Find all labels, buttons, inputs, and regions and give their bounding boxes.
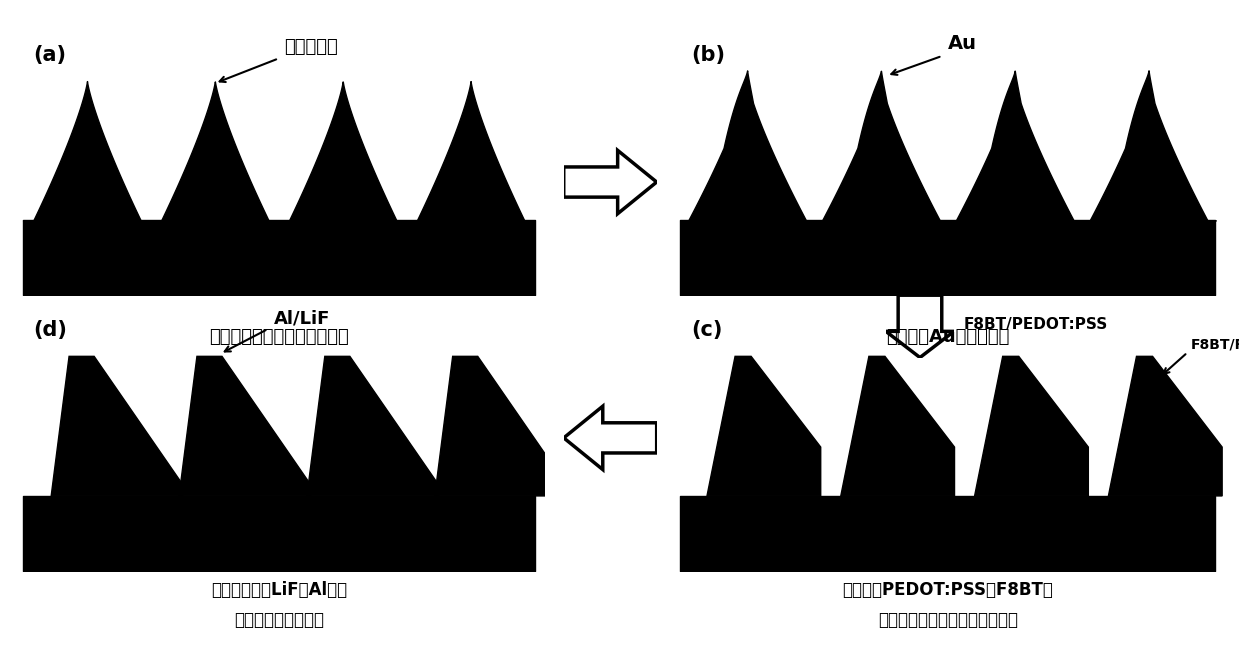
- Polygon shape: [564, 406, 657, 470]
- Polygon shape: [564, 150, 657, 214]
- Polygon shape: [886, 295, 954, 358]
- Text: (a): (a): [33, 45, 67, 65]
- Polygon shape: [435, 356, 566, 496]
- Polygon shape: [707, 356, 820, 496]
- Text: Al/LiF: Al/LiF: [274, 310, 330, 328]
- Polygon shape: [841, 356, 954, 496]
- Polygon shape: [307, 356, 439, 496]
- Text: (b): (b): [691, 45, 725, 65]
- Text: (d): (d): [33, 320, 68, 340]
- Text: 为电子传输层和阴极: 为电子传输层和阴极: [234, 611, 323, 629]
- Text: 激光干涉光刻制备光刻胶光栅: 激光干涉光刻制备光刻胶光栅: [209, 328, 348, 346]
- Text: 液作为空穴传输层和有机发光层: 液作为空穴传输层和有机发光层: [878, 611, 1017, 629]
- Text: 光刻胶光栅: 光刻胶光栅: [284, 38, 338, 56]
- Polygon shape: [180, 356, 311, 496]
- Polygon shape: [51, 356, 183, 496]
- Text: 倾斜蕲镀Au层作为阳极: 倾斜蕲镀Au层作为阳极: [886, 328, 1010, 346]
- Polygon shape: [1109, 356, 1222, 496]
- Polygon shape: [975, 356, 1088, 496]
- Text: F8BT/PEDOT:PSS: F8BT/PEDOT:PSS: [964, 318, 1108, 332]
- Text: 顺序倾斜蕲镀LiF和Al层作: 顺序倾斜蕲镀LiF和Al层作: [211, 581, 347, 598]
- Text: Au: Au: [948, 34, 976, 53]
- Text: F8BT/PEDOT:PSS: F8BT/PEDOT:PSS: [1191, 337, 1239, 352]
- Text: (c): (c): [691, 320, 722, 340]
- Text: 顺序旋涂PEDOT:PSS和F8BT溶: 顺序旋涂PEDOT:PSS和F8BT溶: [843, 581, 1053, 598]
